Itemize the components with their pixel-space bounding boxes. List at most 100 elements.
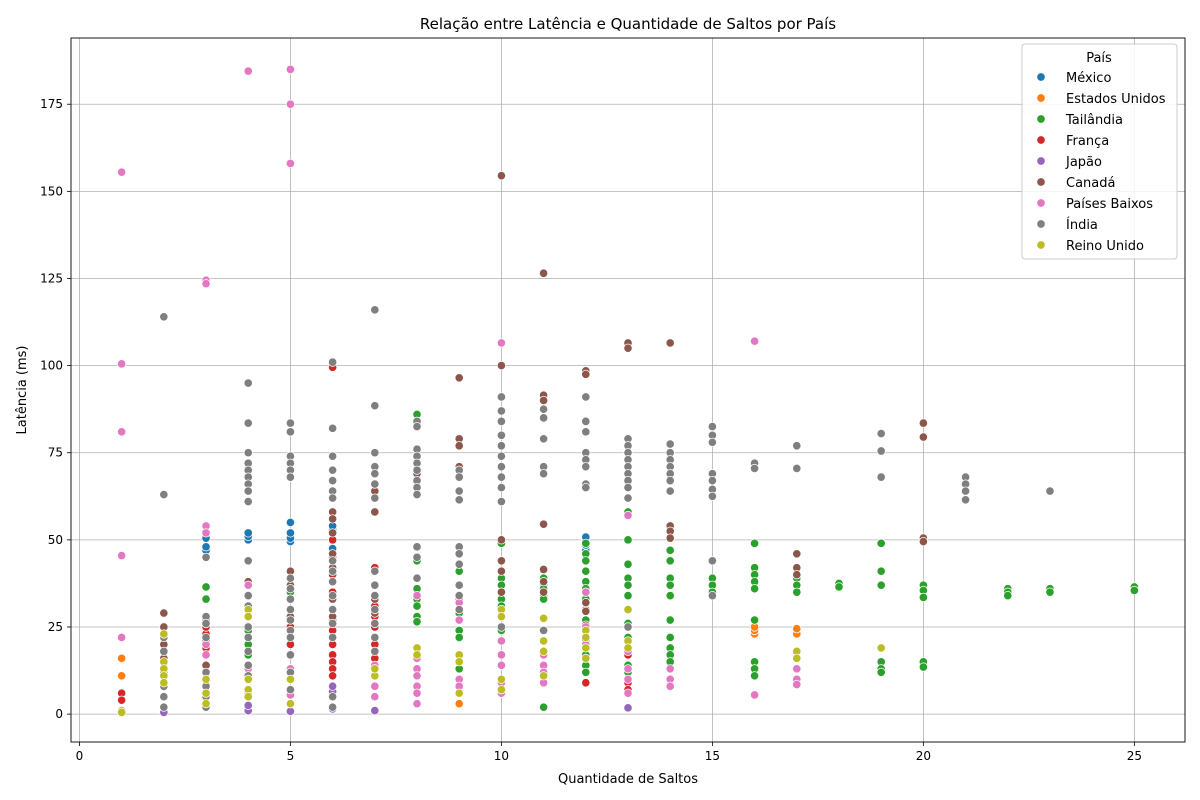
- data-point: [370, 479, 380, 489]
- data-point: [918, 418, 928, 428]
- data-point: [792, 679, 802, 690]
- data-point: [539, 625, 549, 636]
- data-point: [285, 64, 295, 74]
- y-tick-label: 25: [48, 620, 63, 634]
- data-point: [496, 566, 506, 576]
- data-point: [581, 632, 591, 643]
- data-point: [581, 667, 591, 677]
- data-point: [581, 538, 591, 548]
- data-point: [1045, 587, 1055, 597]
- data-point: [496, 441, 506, 451]
- data-point: [961, 495, 971, 505]
- x-tick-label: 5: [287, 749, 295, 763]
- data-point: [1003, 591, 1013, 601]
- data-point: [539, 469, 549, 479]
- data-point: [328, 528, 338, 538]
- series-points: [201, 517, 591, 555]
- data-point: [665, 545, 675, 555]
- data-point: [370, 507, 380, 517]
- data-point: [539, 636, 549, 646]
- data-point: [285, 650, 295, 660]
- data-point: [328, 692, 338, 702]
- data-point: [285, 418, 295, 428]
- data-point: [876, 643, 886, 653]
- data-point: [328, 556, 338, 566]
- data-point: [581, 606, 591, 616]
- data-point: [201, 618, 211, 629]
- data-point: [665, 632, 675, 643]
- data-point: [496, 361, 506, 371]
- data-point: [454, 549, 464, 559]
- legend-items: México Estados Unidos Tailândia França Japão…: [1036, 71, 1166, 254]
- data-point: [370, 469, 380, 479]
- data-point: [581, 643, 591, 653]
- data-point: [370, 632, 380, 643]
- data-point: [496, 622, 506, 632]
- data-point: [328, 493, 338, 503]
- data-point: [539, 702, 549, 712]
- legend-label: Índia: [1066, 217, 1098, 233]
- data-point: [707, 556, 717, 566]
- data-point: [370, 591, 380, 601]
- data-point: [496, 392, 506, 402]
- data-point: [665, 580, 675, 590]
- data-point: [243, 66, 253, 76]
- data-point: [201, 279, 211, 289]
- legend-marker: [1036, 219, 1046, 229]
- data-point: [412, 671, 422, 681]
- data-point: [117, 359, 127, 369]
- data-point: [750, 671, 760, 681]
- data-point: [454, 604, 464, 615]
- data-point: [328, 671, 338, 681]
- data-points: [117, 64, 1139, 717]
- data-point: [581, 598, 591, 608]
- data-point: [243, 674, 253, 684]
- data-point: [243, 448, 253, 458]
- data-point: [623, 664, 633, 674]
- data-point: [412, 552, 422, 562]
- legend-marker: [1036, 198, 1046, 208]
- data-point: [665, 556, 675, 566]
- data-point: [201, 632, 211, 643]
- data-point: [750, 336, 760, 346]
- data-point: [159, 692, 169, 702]
- data-point: [370, 706, 380, 716]
- data-point: [412, 699, 422, 709]
- data-point: [243, 580, 253, 590]
- data-point: [496, 636, 506, 646]
- data-point: [328, 476, 338, 486]
- data-point: [623, 674, 633, 684]
- data-point: [581, 369, 591, 379]
- data-point: [328, 618, 338, 629]
- data-point: [159, 312, 169, 322]
- data-point: [581, 556, 591, 566]
- data-point: [243, 496, 253, 507]
- data-point: [328, 423, 338, 433]
- data-point: [285, 573, 295, 583]
- data-point: [454, 472, 464, 482]
- data-point: [792, 463, 802, 473]
- data-point: [665, 338, 675, 348]
- data-point: [750, 538, 760, 548]
- data-point: [159, 608, 169, 618]
- data-point: [285, 517, 295, 528]
- series-points: [117, 622, 802, 709]
- data-point: [454, 615, 464, 625]
- data-point: [412, 591, 422, 601]
- data-point: [876, 566, 886, 576]
- data-point: [581, 392, 591, 402]
- data-point: [412, 601, 422, 611]
- data-point: [623, 591, 633, 601]
- data-point: [285, 604, 295, 615]
- data-point: [876, 446, 886, 456]
- legend-marker: [1036, 177, 1046, 187]
- x-tick-label: 15: [705, 749, 720, 763]
- data-point: [496, 472, 506, 482]
- data-point: [285, 427, 295, 437]
- legend-label: México: [1066, 71, 1111, 86]
- chart-title: Relação entre Latência e Quantidade de S…: [420, 15, 836, 33]
- data-point: [370, 681, 380, 691]
- data-point: [707, 491, 717, 501]
- data-point: [159, 678, 169, 688]
